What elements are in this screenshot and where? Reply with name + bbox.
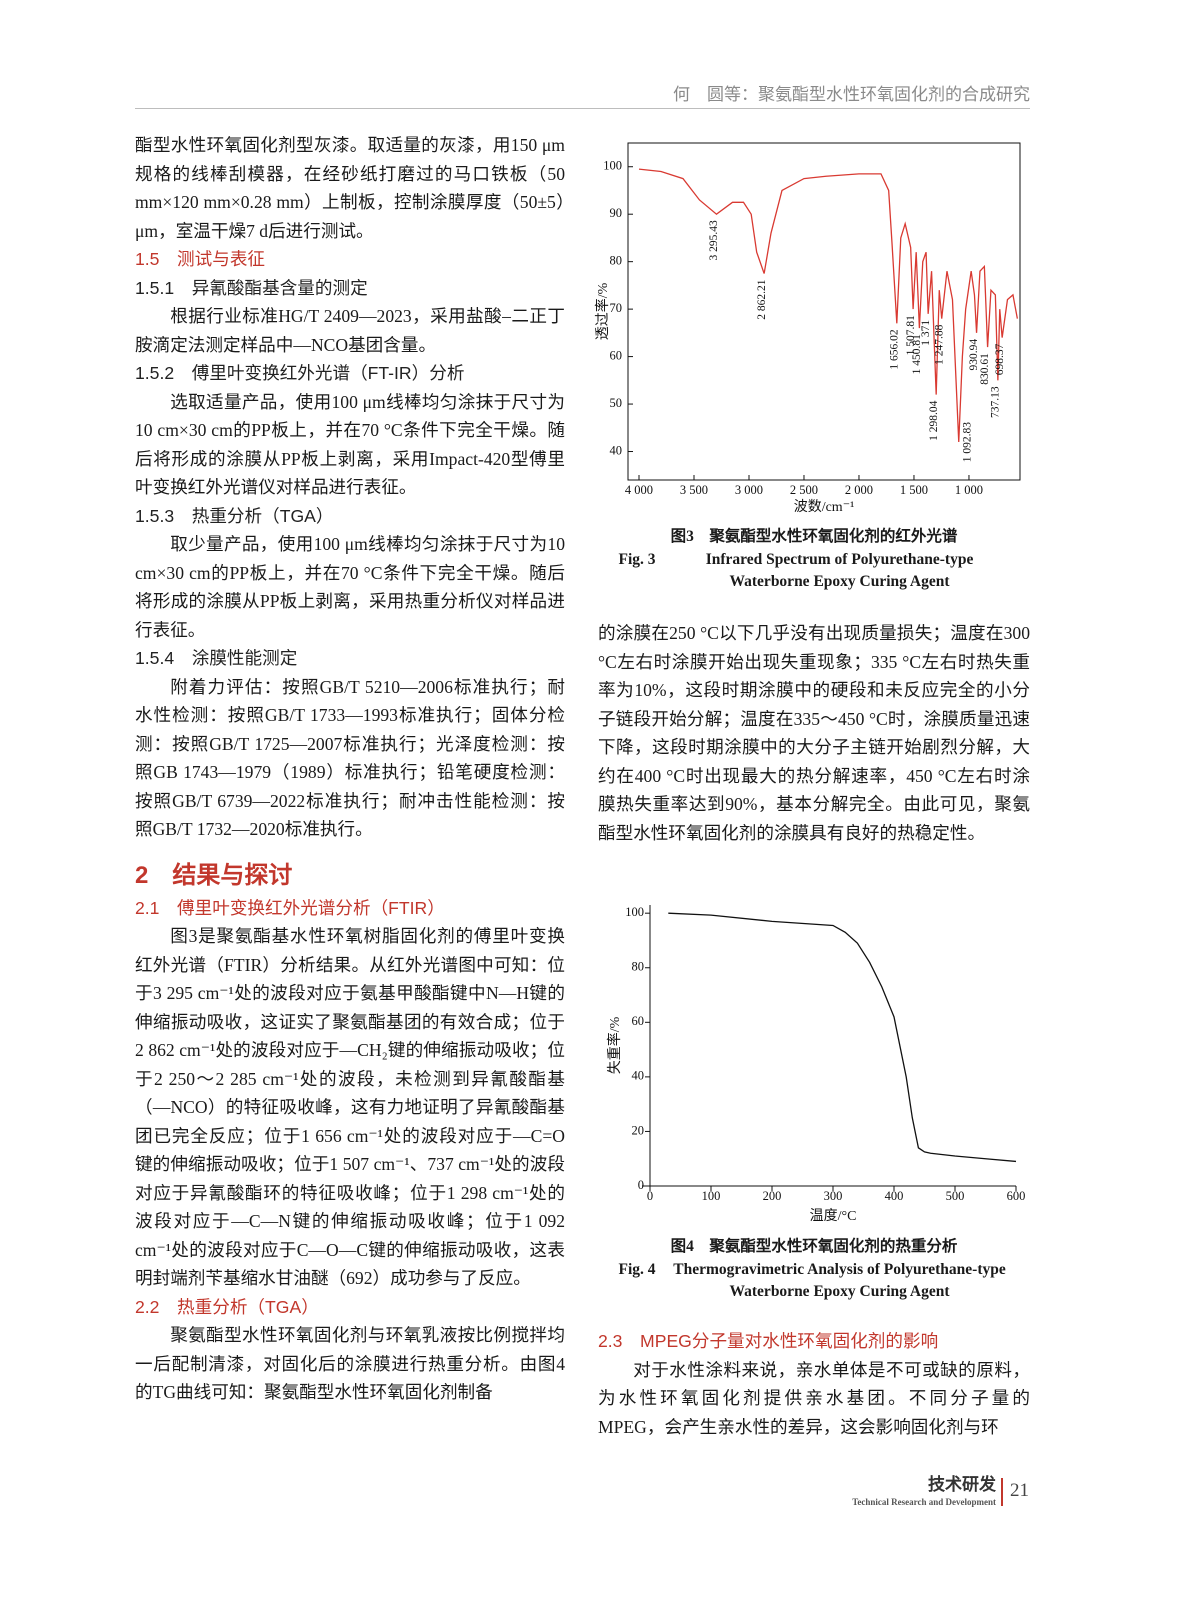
caption-label: 图3 [670,528,694,545]
running-header: 何 圆等：聚氨酯型水性环氧固化剂的合成研究 [673,85,1030,104]
y-tick-label: 80 [632,960,645,974]
y-tick-label: 60 [610,348,623,362]
heading: 1.5 测试与表征 [135,249,266,269]
x-tick-label: 500 [946,1189,965,1203]
figure-caption: 图4 聚氨酯型水性环氧固化剂的热重分析 Fig. 4 Thermogravimet… [598,1236,1030,1304]
paragraph: 的涂膜在250 °C以下几乎没有出现质量损失；温度在300 °C左右时涂膜开始出… [598,623,1030,843]
x-tick-label: 3 000 [735,483,763,497]
y-tick-label: 0 [638,1178,644,1192]
header-rule [135,108,1030,109]
y-tick-label: 60 [632,1014,645,1028]
footer-bar [1001,1478,1003,1506]
heading: 1.5.2 傅里叶变换红外光谱（FT-IR）分析 [135,363,465,383]
heading: 2.1 傅里叶变换红外光谱分析（FTIR） [135,897,445,918]
x-tick-label: 3 500 [680,483,708,497]
ftir-chart: 40 50 60 70 80 90 100 4 000 3 500 3 000 2 500 2 000… [594,142,1021,515]
heading: 2 结果与探讨 [135,861,293,889]
peak-label: 1 298.04 [928,400,940,441]
paragraph: 酯型水性环氧固化剂型灰漆。取适量的灰漆，用150 μm规格的线棒刮模器，在经砂纸… [135,135,565,241]
peak-label: 698.37 [994,343,1006,375]
peak-label: 1 656.02 [888,329,900,370]
caption-zh: 图3 聚氨酯型水性环氧固化剂的红外光谱 [598,526,1030,549]
y-tick-label: 40 [610,443,623,457]
x-tick-label: 1 000 [955,483,983,497]
caption-title: Infrared Spectrum of Polyurethane-type W… [705,550,974,591]
y-tick-label: 80 [610,254,623,268]
x-tick-label: 400 [885,1189,904,1203]
left-column: 酯型水性环氧固化剂型灰漆。取适量的灰漆，用150 μm规格的线棒刮模器，在经砂纸… [135,131,565,1407]
y-axis-label: 失重率/% [606,1016,623,1074]
caption-title: 聚氨酯型水性环氧固化剂的热重分析 [709,1238,958,1255]
caption-label: Fig. 3 [618,550,656,568]
paragraph: 聚氨酯型水性环氧固化剂与环氧乳液按比例搅拌均一后配制清漆，对固化后的涂膜进行热重… [135,1325,565,1402]
y-tick-label: 50 [610,396,623,410]
figure-caption: 图3 聚氨酯型水性环氧固化剂的红外光谱 Fig. 3 Infrared Spect… [598,526,1030,594]
curve [668,912,1017,1163]
y-tick-label: 40 [632,1069,645,1083]
plot-frame [627,142,1021,481]
heading: 1.5.1 异氰酸酯基含量的测定 [135,277,368,298]
caption-title: Thermogravimetric Analysis of Polyuretha… [673,1260,1006,1301]
peak-label: 737.13 [990,386,1002,418]
peak-label: 1 092.83 [961,422,973,463]
peak-label: 1 247.88 [933,324,945,365]
page-number: 21 [1010,1480,1029,1501]
x-axis-label: 波数/cm⁻¹ [794,499,855,515]
caption-title: 聚氨酯型水性环氧固化剂的红外光谱 [709,528,958,545]
paragraph: 对于水性涂料来说，亲水单体是不可或缺的原料，为水性环氧固化剂提供亲水基团。不同分… [598,1359,1030,1437]
caption-en: Fig. 3 Infrared Spectrum of Polyurethane-… [598,549,1030,594]
peak-label: 3 295.43 [708,220,720,261]
x-axis-label: 温度/°C [810,1208,857,1224]
x-tick-label: 600 [1007,1189,1026,1203]
x-tick-label: 0 [647,1189,653,1203]
right-column-lower: 2.3 MPEG分子量对水性环氧固化剂的影响对于水性涂料来说，亲水单体是不可或缺… [598,1327,1030,1441]
right-column-upper: 的涂膜在250 °C以下几乎没有出现质量损失；温度在300 °C左右时涂膜开始出… [598,619,1030,847]
x-tick-label: 200 [763,1189,782,1203]
footer: 技术研发 Technical Research and Development [800,1474,996,1508]
caption-zh: 图4 聚氨酯型水性环氧固化剂的热重分析 [598,1236,1030,1259]
peak-label: 930.94 [968,339,980,371]
footer-section: 技术研发 [928,1475,996,1494]
y-tick-label: 100 [603,159,622,173]
peak-label: 2 862.21 [756,279,768,320]
x-tick-label: 4 000 [625,483,653,497]
heading: 2.2 热重分析（TGA） [135,1296,319,1317]
caption-en: Fig. 4 Thermogravimetric Analysis of Poly… [598,1259,1030,1304]
paragraph: 图3是聚氨酯基水性环氧树脂固化剂的傅里叶变换红外光谱（FTIR）分析结果。从红外… [135,926,565,1288]
heading: 2.3 MPEG分子量对水性环氧固化剂的影响 [598,1331,939,1351]
paragraph: 附着力评估：按照GB/T 5210—2006标准执行；耐水性检测：按照GB/T … [135,676,565,840]
x-tick-label: 2 000 [845,483,873,497]
y-tick-label: 70 [610,301,623,315]
paragraph: 取少量产品，使用100 μm线棒均匀涂抹于尺寸为10 cm×30 cm的PP板上… [135,534,565,640]
x-tick-label: 1 500 [900,483,928,497]
y-tick-label: 20 [632,1123,645,1137]
x-tick-label: 300 [824,1189,843,1203]
y-tick-label: 90 [610,206,623,220]
caption-label: Fig. 4 [618,1260,656,1278]
x-tick-label: 100 [702,1189,721,1203]
caption-label: 图4 [670,1238,694,1255]
paragraph: 根据行业标准HG/T 2409—2023，采用盐酸–二正丁胺滴定法测定样品中—N… [135,306,565,355]
peak-label: 1 371 [920,320,932,346]
peak-label: 1 507.81 [905,315,917,356]
curve [638,168,1018,443]
y-axis-label: 透过率/% [594,282,611,340]
footer-section-en: Technical Research and Development [852,1497,996,1507]
x-tick-label: 2 500 [790,483,818,497]
y-tick-label: 100 [625,905,644,919]
paragraph: 选取适量产品，使用100 μm线棒均匀涂抹于尺寸为10 cm×30 cm的PP板… [135,391,565,498]
heading: 1.5.3 热重分析（TGA） [135,505,334,526]
heading: 1.5.4 涂膜性能测定 [135,648,298,668]
peak-label: 830.61 [979,353,991,385]
peak-label: 1 450.81 [911,334,923,375]
tga-chart: 0 20 40 60 80 100 0 100 200 300 400 500 600 温度/°C 失重率/… [606,905,1026,1224]
